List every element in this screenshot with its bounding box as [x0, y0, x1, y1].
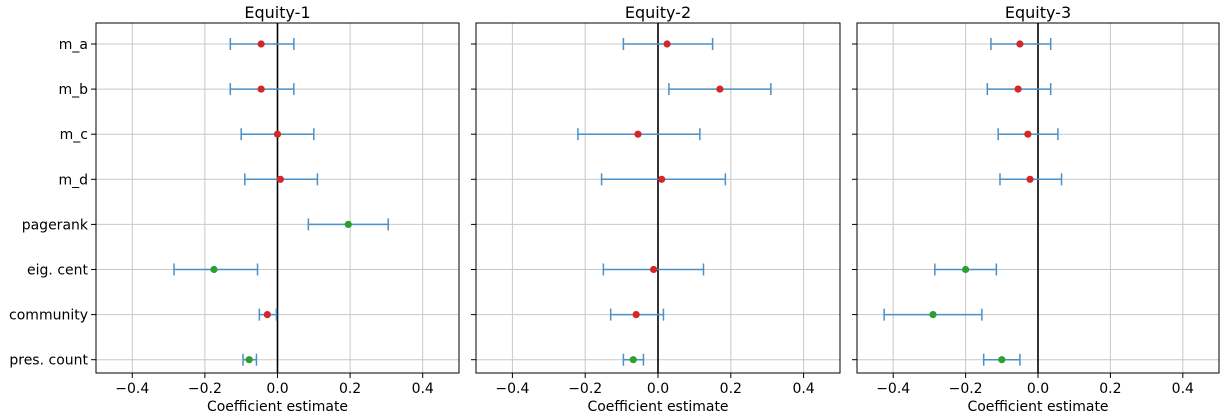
estimate-point	[929, 311, 937, 319]
estimate-point	[245, 356, 253, 364]
panel-title: Equity-1	[244, 3, 310, 22]
x-tick-label: 0.2	[339, 381, 361, 397]
estimate-point	[1014, 85, 1022, 93]
estimate-point	[962, 265, 970, 274]
x-tick-label: 0.2	[1099, 381, 1121, 397]
estimate-point	[210, 265, 218, 274]
x-tick-label: 0.2	[720, 381, 742, 397]
chart-panel-2: −0.4 −0.2 0.0 0.2 0.4 Equity-2 Coefficient est…	[471, 3, 841, 415]
y-tick-label: m_a	[59, 37, 88, 53]
estimate-point	[658, 175, 666, 183]
x-tick-label: 0.4	[792, 381, 814, 397]
x-tick-label: −0.2	[949, 381, 983, 397]
y-tick-label: pres. count	[9, 353, 88, 369]
x-tick-label: 0.0	[1027, 381, 1049, 397]
x-tick-label: −0.2	[188, 381, 222, 397]
estimate-point	[716, 85, 724, 93]
estimate-point	[629, 356, 637, 364]
estimate-point	[1024, 130, 1032, 138]
x-tick-label: −0.4	[876, 381, 910, 397]
y-tick-label: pagerank	[22, 217, 89, 233]
estimate-point	[634, 130, 642, 138]
estimate-point	[1026, 175, 1034, 183]
estimate-point	[257, 85, 265, 93]
x-tick-label: −0.4	[495, 381, 529, 397]
chart-panel-1: −0.4 −0.2 0.0 0.2 0.4 m_a m_b m_c m_d pagerank eig…	[9, 3, 460, 415]
estimate-point	[344, 220, 352, 228]
y-tick-label: community	[9, 308, 88, 324]
estimate-point	[998, 356, 1006, 364]
estimate-point	[1016, 40, 1024, 48]
panel-title: Equity-2	[625, 3, 691, 22]
x-tick-label: 0.4	[1172, 381, 1194, 397]
estimate-point	[257, 40, 265, 48]
x-tick-label: 0.0	[266, 381, 288, 397]
x-axis-label: Coefficient estimate	[587, 399, 728, 415]
panel-title: Equity-3	[1005, 3, 1071, 22]
chart-panel-3: −0.4 −0.2 0.0 0.2 0.4 Equity-3 Coefficient est…	[852, 3, 1220, 415]
y-tick-label: m_c	[60, 127, 88, 143]
x-tick-label: 0.0	[647, 381, 669, 397]
y-tick-label: eig. cent	[27, 263, 88, 279]
estimate-point	[273, 130, 282, 138]
y-tick-label: m_b	[58, 82, 88, 98]
x-tick-label: −0.4	[115, 381, 149, 397]
estimate-point	[263, 311, 271, 319]
estimate-point	[632, 311, 640, 319]
x-tick-label: −0.2	[568, 381, 602, 397]
y-tick-label: m_d	[58, 172, 88, 188]
estimate-point	[650, 265, 658, 274]
x-axis-label: Coefficient estimate	[207, 399, 348, 415]
estimate-point	[276, 175, 285, 183]
estimate-point	[663, 40, 671, 48]
x-axis-label: Coefficient estimate	[967, 399, 1108, 415]
x-tick-label: 0.4	[412, 381, 434, 397]
